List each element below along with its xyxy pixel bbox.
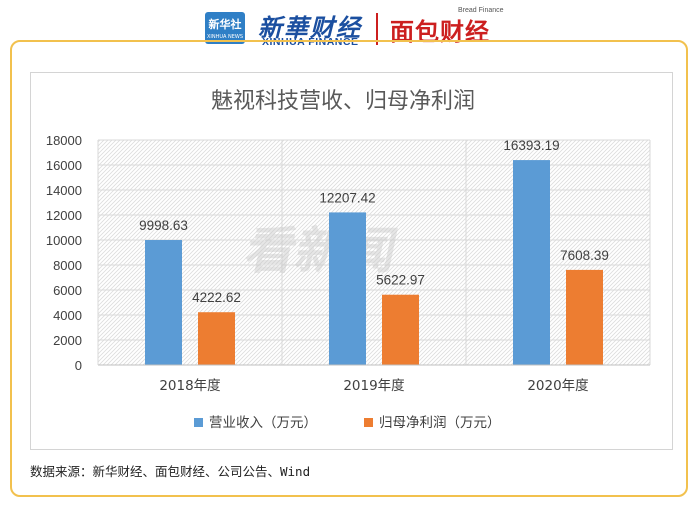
data-label: 16393.19 xyxy=(503,138,559,153)
xinhua-badge-text: 新华社 xyxy=(208,18,242,31)
x-axis-labels: 2018年度 2019年度 2020年度 xyxy=(159,378,588,394)
xinhua-badge-subtext: XINHUA NEWS xyxy=(206,34,244,40)
bar xyxy=(198,312,235,365)
bread-finance-en: Bread Finance xyxy=(458,7,504,14)
category-separators xyxy=(97,140,651,365)
y-tick-label: 0 xyxy=(75,358,82,373)
bar xyxy=(329,212,366,365)
xinhua-finance-en: XINHUA FINANCE xyxy=(262,36,359,48)
bar xyxy=(382,294,419,365)
data-label: 9998.63 xyxy=(139,218,188,233)
x-tick-label: 2018年度 xyxy=(159,378,220,394)
bar xyxy=(145,240,182,365)
data-label: 4222.62 xyxy=(192,290,241,305)
xinhua-news-logo: 新华社 XINHUA NEWS xyxy=(205,12,245,44)
y-tick-label: 12000 xyxy=(46,208,82,223)
y-tick-label: 4000 xyxy=(53,308,82,323)
data-label: 7608.39 xyxy=(560,248,609,263)
source-note: 数据来源：新华财经、面包财经、公司公告、Wind xyxy=(30,464,311,479)
data-label: 5622.97 xyxy=(376,273,425,288)
y-tick-label: 18000 xyxy=(46,133,82,148)
y-axis-ticks: 0 2000 4000 6000 8000 10000 12000 14000 16000 180… xyxy=(46,133,82,373)
bar xyxy=(566,269,603,365)
legend-label: 归母净利润（万元） xyxy=(379,414,501,431)
x-tick-label: 2019年度 xyxy=(343,378,404,394)
data-label: 12207.42 xyxy=(319,190,375,205)
bar xyxy=(513,160,550,365)
xinhua-finance-logo: 新華财经 xyxy=(258,13,362,42)
legend-swatch xyxy=(194,418,203,427)
bars xyxy=(145,160,603,365)
x-tick-label: 2020年度 xyxy=(527,378,588,394)
legend: 营业收入（万元） 归母净利润（万元） xyxy=(194,414,501,431)
chart-title: 魅视科技营收、归母净利润 xyxy=(211,89,475,114)
y-tick-label: 14000 xyxy=(46,183,82,198)
y-tick-label: 8000 xyxy=(53,258,82,273)
y-tick-label: 6000 xyxy=(53,283,82,298)
plot-background xyxy=(98,140,650,365)
y-tick-label: 10000 xyxy=(46,233,82,248)
y-tick-label: 2000 xyxy=(53,333,82,348)
legend-swatch xyxy=(364,418,373,427)
data-labels: 9998.63 4222.62 12207.42 5622.97 16393.19 760… xyxy=(139,138,609,305)
watermark: 看新闻 xyxy=(241,222,403,280)
logo-separator xyxy=(376,13,378,45)
y-tick-label: 16000 xyxy=(46,158,82,173)
content-frame xyxy=(10,40,688,497)
legend-label: 营业收入（万元） xyxy=(209,415,317,431)
